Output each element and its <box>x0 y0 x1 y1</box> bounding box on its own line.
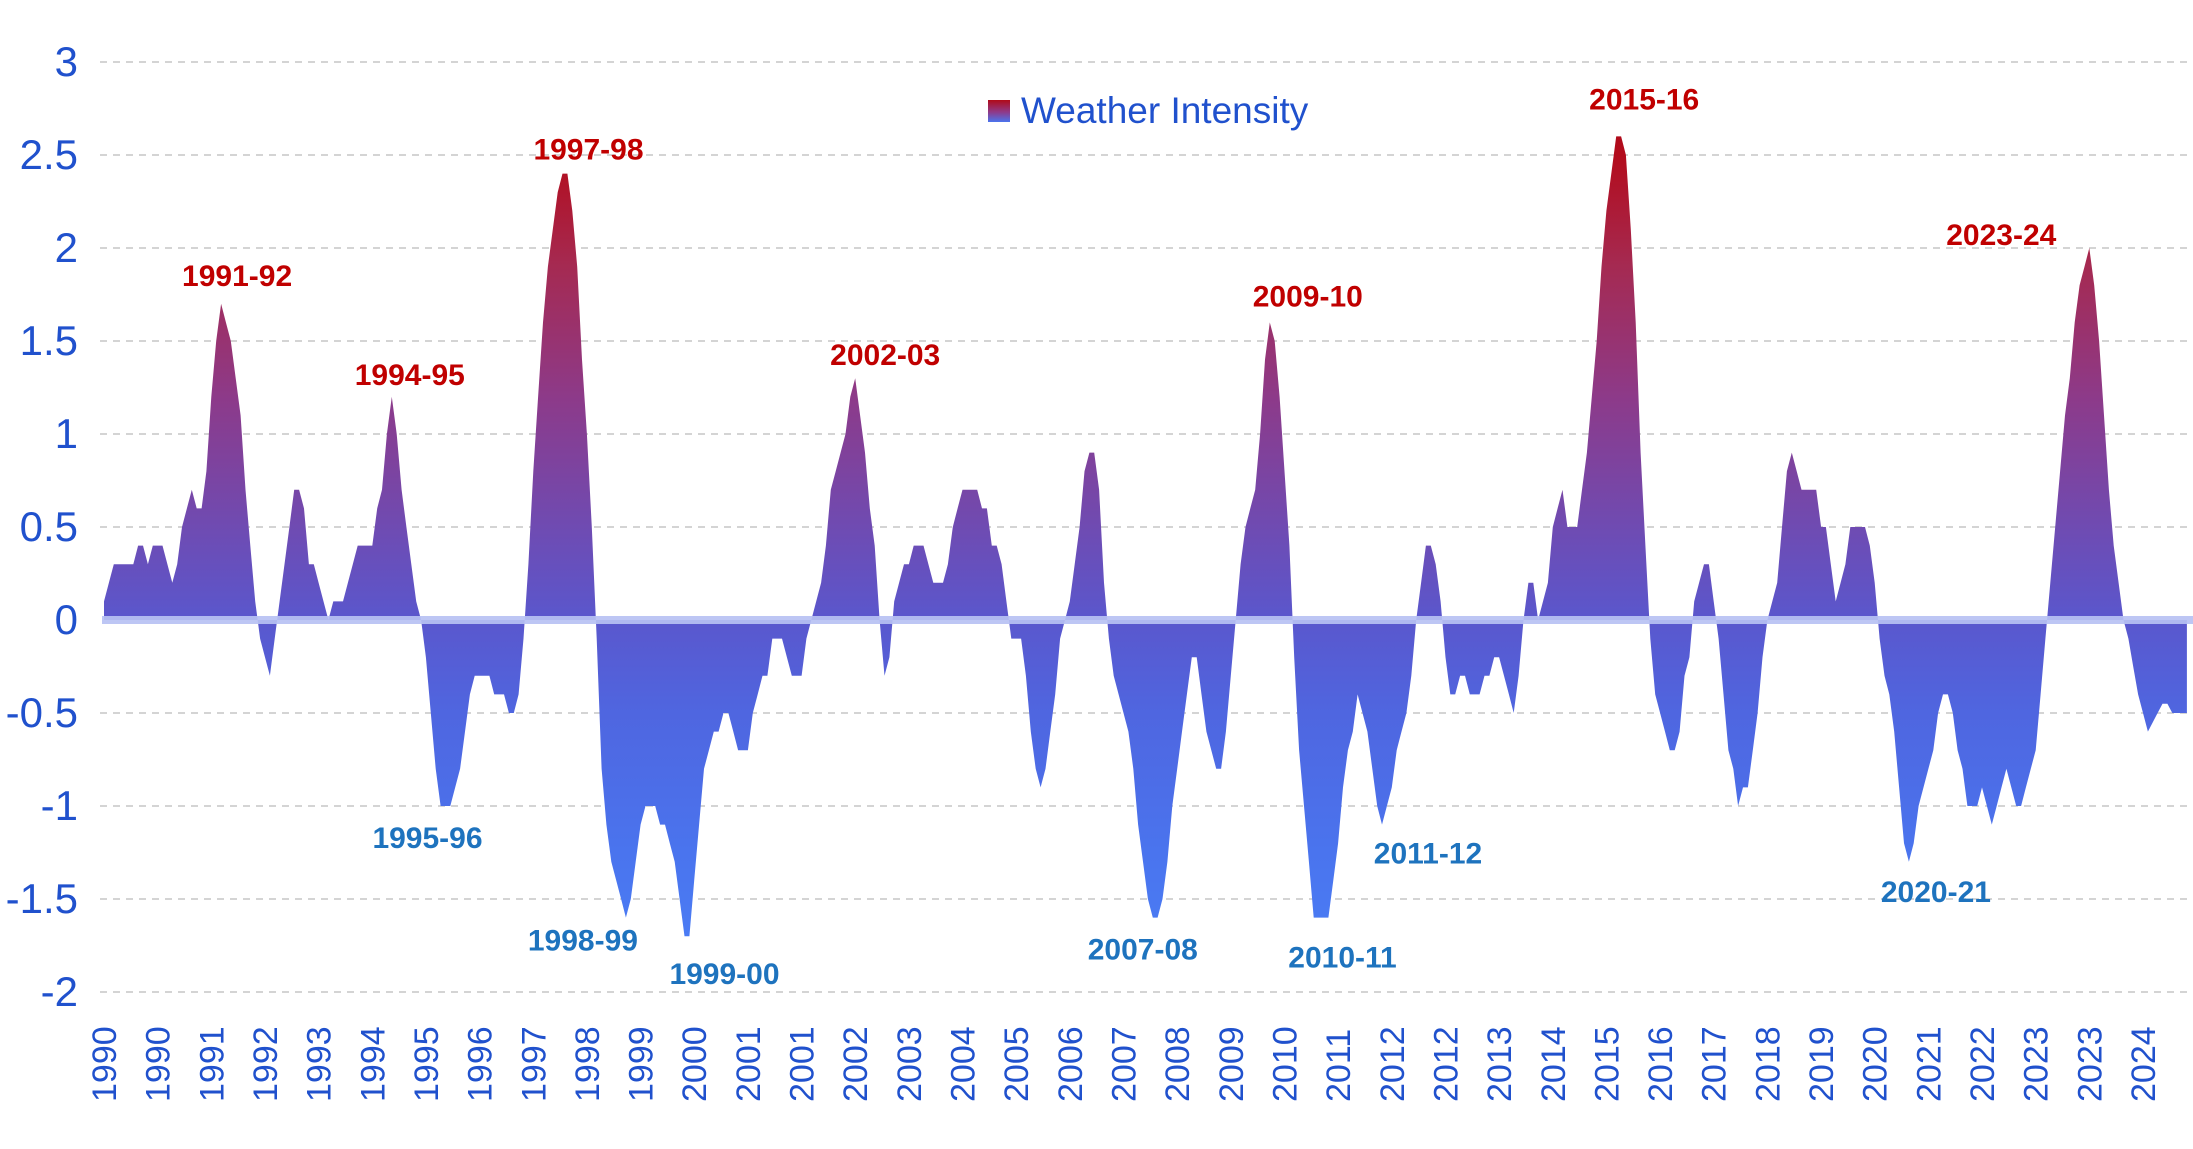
x-axis: 1990 1990 1991 1992 1993 1994 1995 1996 1997 1998… <box>86 1026 2163 1102</box>
x-axis-label: 2012 <box>1428 1026 1466 1102</box>
legend-series-label: Weather Intensity <box>1021 90 1309 131</box>
legend-gradient-swatch-icon <box>988 99 1010 122</box>
area-series <box>104 136 2187 937</box>
trough-annotation: 2007-08 <box>1088 934 1198 967</box>
y-axis-label: -2 <box>41 968 78 1015</box>
x-axis-label: 1994 <box>354 1026 392 1102</box>
x-axis-label: 2024 <box>2125 1026 2163 1102</box>
peak-annotation: 2023-24 <box>1946 219 2056 252</box>
peak-annotation: 1997-98 <box>533 134 643 167</box>
trough-annotation: 1998-99 <box>528 925 638 958</box>
x-axis-label: 1999 <box>623 1026 661 1102</box>
y-axis-label: 1 <box>55 410 78 457</box>
y-axis-label: -0.5 <box>6 689 78 736</box>
x-axis-label: 2022 <box>1964 1026 2002 1102</box>
x-axis-label: 1992 <box>247 1026 285 1102</box>
peak-annotation: 1994-95 <box>355 359 465 392</box>
x-axis-label: 1998 <box>569 1026 607 1102</box>
x-axis-label: 1990 <box>140 1026 178 1102</box>
x-axis-label: 2021 <box>1910 1026 1948 1102</box>
x-axis-label: 2014 <box>1535 1026 1573 1102</box>
x-axis-label: 2012 <box>1374 1026 1412 1102</box>
x-axis-label: 2019 <box>1803 1026 1841 1102</box>
y-axis-label: 0 <box>55 596 78 643</box>
x-axis-label: 2003 <box>891 1026 929 1102</box>
x-axis-label: 2018 <box>1749 1026 1787 1102</box>
y-axis-label: 2 <box>55 224 78 271</box>
trough-annotation: 1999-00 <box>669 958 779 991</box>
x-axis-label: 2015 <box>1588 1026 1626 1102</box>
x-axis-label: 2001 <box>784 1026 822 1102</box>
x-axis-label: 2013 <box>1481 1026 1519 1102</box>
x-axis-label: 2004 <box>945 1026 983 1102</box>
peak-annotation: 1991-92 <box>182 260 292 293</box>
x-axis-label: 2009 <box>1213 1026 1251 1102</box>
x-axis-label: 2023 <box>2071 1026 2109 1102</box>
trough-annotation: 2011-12 <box>1374 838 1482 871</box>
y-axis-label: 2.5 <box>20 131 78 178</box>
x-axis-label: 1991 <box>193 1026 231 1102</box>
x-axis-label: 2007 <box>1106 1026 1144 1102</box>
x-axis-label: 2005 <box>998 1026 1036 1102</box>
x-axis-label: 2000 <box>676 1026 714 1102</box>
peak-annotation: 2015-16 <box>1589 83 1699 116</box>
y-axis-label: -1 <box>41 782 78 829</box>
zero-axis-band <box>102 616 2193 624</box>
x-axis-label: 1993 <box>301 1026 339 1102</box>
x-axis-label: 1996 <box>462 1026 500 1102</box>
x-axis-label: 2006 <box>1052 1026 1090 1102</box>
peak-annotation: 2009-10 <box>1253 280 1363 313</box>
el-nino-annotations: 1991-92 1994-95 1997-98 2002-03 2009-10 2015-… <box>182 83 2057 391</box>
x-axis-label: 2011 <box>1320 1029 1358 1102</box>
y-axis-label: 1.5 <box>20 317 78 364</box>
trough-annotation: 2020-21 <box>1881 876 1991 909</box>
x-axis-label: 1995 <box>408 1026 446 1102</box>
peak-annotation: 2002-03 <box>830 339 940 372</box>
x-axis-label: 2020 <box>1857 1026 1895 1102</box>
x-axis-label: 2001 <box>730 1026 768 1102</box>
y-axis: 3 2.5 2 1.5 1 0.5 0 -0.5 -1 -1.5 -2 <box>6 38 78 1015</box>
y-axis-label: 3 <box>55 38 78 85</box>
y-axis-label: 0.5 <box>20 503 78 550</box>
x-axis-label: 2008 <box>1159 1026 1197 1102</box>
x-axis-label: 1997 <box>515 1026 553 1102</box>
x-axis-label: 2010 <box>1267 1026 1305 1102</box>
x-axis-label: 2016 <box>1642 1026 1680 1102</box>
x-axis-label: 1990 <box>86 1026 124 1102</box>
trough-annotation: 2010-11 <box>1288 942 1396 975</box>
trough-annotation: 1995-96 <box>372 822 482 855</box>
chart-legend: Weather Intensity <box>988 92 1308 129</box>
la-nina-annotations: 1995-96 1998-99 1999-00 2007-08 2010-11 2011-… <box>372 822 1991 991</box>
x-axis-label: 2002 <box>837 1026 875 1102</box>
y-axis-label: -1.5 <box>6 875 78 922</box>
x-axis-label: 2017 <box>1696 1026 1734 1102</box>
x-axis-label: 2023 <box>2018 1026 2056 1102</box>
